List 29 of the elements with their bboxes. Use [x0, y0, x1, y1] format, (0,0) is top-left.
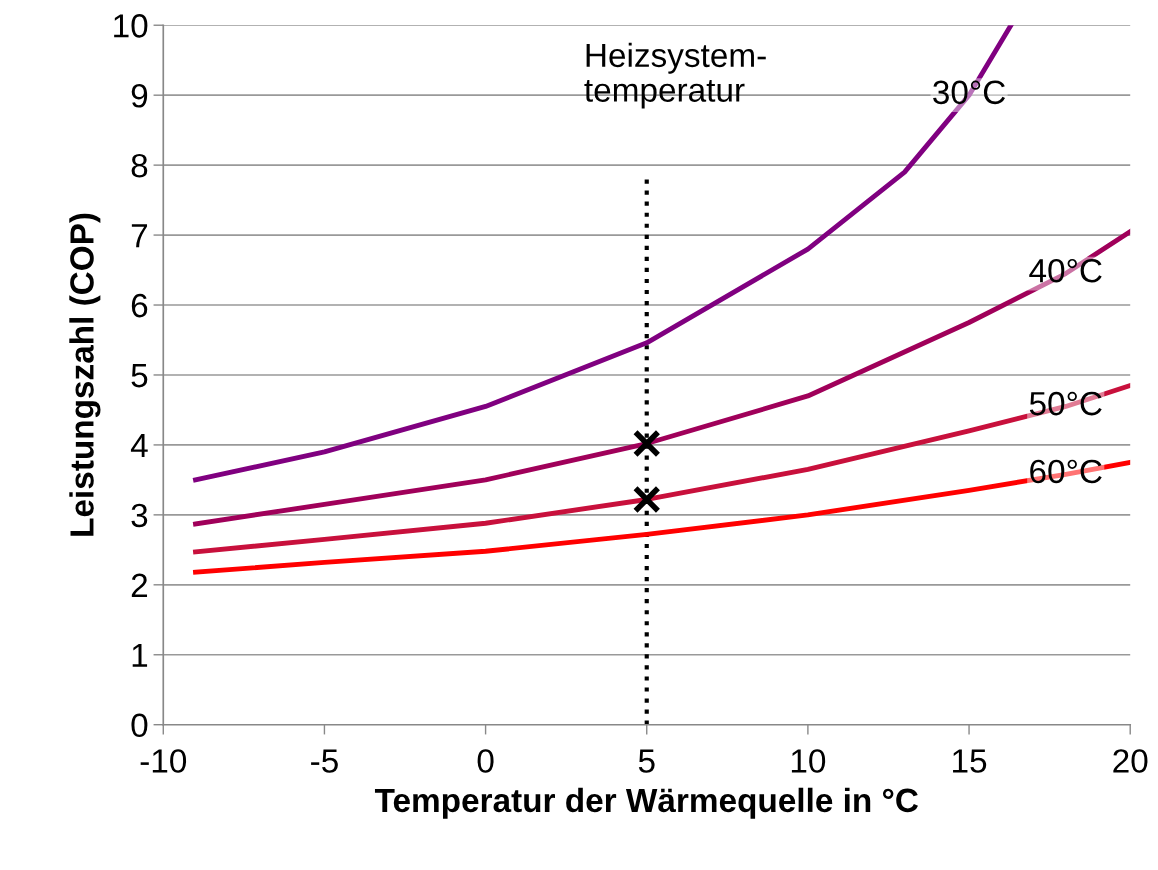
series-label: 30°C: [933, 80, 1006, 105]
x-tick-label: 15: [953, 749, 987, 773]
y-tick-label: 8: [131, 153, 148, 178]
x-tick-label: 5: [638, 749, 655, 773]
y-tick-label: 5: [131, 364, 148, 388]
x-axis-title: Temperatur der Wärmequelle in °C: [374, 787, 919, 819]
y-tick-label: 1: [132, 643, 148, 667]
x-tick-label: 20: [1113, 749, 1148, 773]
y-tick-label: 3: [131, 503, 148, 528]
y-tick-label: 2: [131, 573, 148, 597]
y-tick-label: 9: [131, 83, 148, 108]
annotation: Heizsystem- temperatur: [584, 42, 766, 109]
x-tick-label: -10: [140, 749, 187, 773]
series-label: 40°C: [1029, 258, 1102, 283]
x-tick-label: 0: [477, 749, 494, 773]
y-tick-label: 7: [131, 224, 148, 248]
y-tick-label: 0: [131, 713, 148, 738]
series-label: 50°C: [1029, 391, 1102, 416]
line-series: [193, 25, 1014, 483]
x-tick-label: 10: [791, 749, 826, 773]
y-tick-label: 10: [114, 14, 148, 38]
y-tick-label: 4: [130, 434, 148, 457]
line-series: [193, 459, 1131, 575]
y-axis-title: Leistungszahl (COP): [69, 213, 101, 536]
x-tick-label: -5: [311, 749, 338, 773]
line-series: [193, 229, 1131, 527]
y-tick-label: 6: [131, 293, 148, 318]
line-series: [193, 383, 1131, 555]
series-label: 60°C: [1030, 459, 1102, 484]
